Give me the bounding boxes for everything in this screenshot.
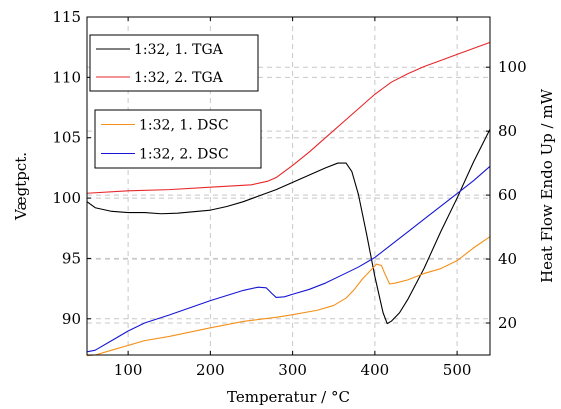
x-axis-title: Temperatur / °C <box>227 388 350 406</box>
legends: 1:32, 1. TGA 1:32, 2. TGA 1:32, 1. DSC 1:32… <box>89 34 262 169</box>
y-right-tick-label: 40 <box>498 250 517 268</box>
x-tick-label: 500 <box>443 361 472 379</box>
x-tick-label: 100 <box>114 361 143 379</box>
series-lines <box>86 41 491 357</box>
plot-frame <box>86 16 491 356</box>
y-left-tick-label: 95 <box>62 249 81 267</box>
tick-labels: 100 200 300 400 500 90 95 100 105 110 115 20 40 60 80 1… <box>52 8 526 379</box>
y-axis-left-title: Vægtpct. <box>12 152 30 221</box>
y-left-tick-label: 90 <box>62 310 81 328</box>
legend-box <box>89 34 259 92</box>
y-right-tick-label: 20 <box>498 314 517 332</box>
y-right-tick-label: 100 <box>498 58 527 76</box>
y-left-tick-label: 110 <box>52 68 81 86</box>
y-axis-right-title: Heat Flow Endo Up / mW <box>538 88 556 283</box>
legend-label: 1:32, 1. TGA <box>134 42 224 58</box>
y-left-tick-label: 115 <box>52 8 81 26</box>
legend-box <box>94 109 262 169</box>
x-tick-label: 400 <box>361 361 390 379</box>
legend-label: 1:32, 1. DSC <box>139 118 229 134</box>
x-tick-label: 200 <box>196 361 225 379</box>
y-left-tick-label: 105 <box>52 129 81 147</box>
legend-label: 1:32, 2. TGA <box>134 70 224 86</box>
x-tick-label: 300 <box>278 361 307 379</box>
y-left-tick-label: 100 <box>52 189 81 207</box>
series-line-1 <box>86 41 491 194</box>
series-line-0 <box>86 129 491 325</box>
series-line-3 <box>86 165 491 353</box>
legend-label: 1:32, 2. DSC <box>139 147 229 163</box>
ticks <box>87 16 490 355</box>
series-line-2 <box>86 236 491 357</box>
y-right-tick-label: 60 <box>498 186 517 204</box>
y-right-tick-label: 80 <box>498 122 517 140</box>
